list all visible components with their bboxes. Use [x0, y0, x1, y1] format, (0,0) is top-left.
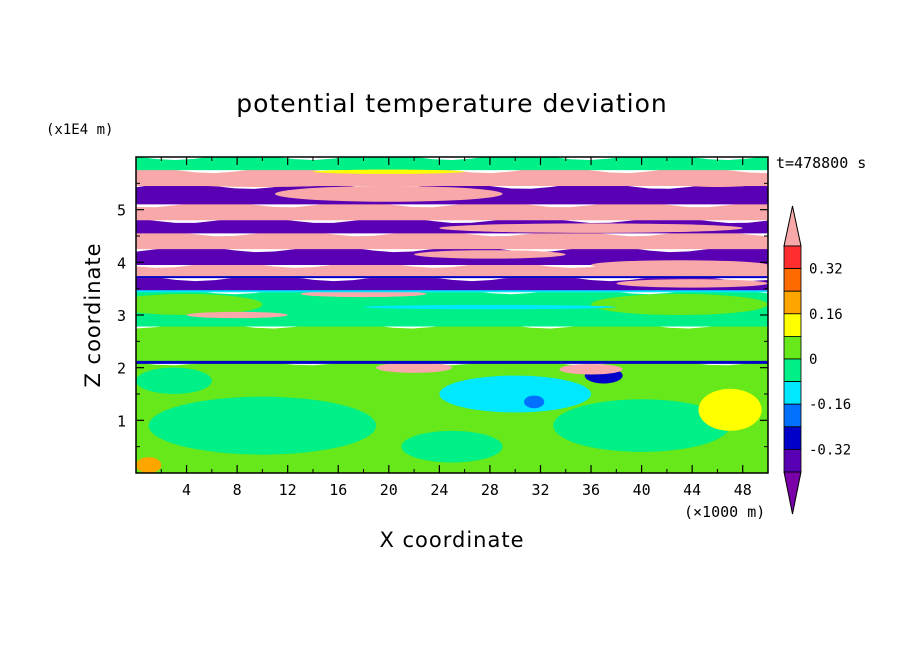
colorbar-segment: [783, 335, 802, 360]
field-patch: [300, 290, 427, 298]
x-axis-title: X coordinate: [379, 528, 524, 552]
chart-title: potential temperature deviation: [236, 89, 667, 118]
colorbar-top-arrow: [783, 205, 802, 247]
field-patch: [553, 399, 731, 452]
field-patch: [136, 367, 212, 395]
x-tick-label: 8: [233, 481, 242, 499]
field-band: [136, 275, 768, 292]
x-tick-label: 32: [531, 481, 549, 499]
colorbar-segment: [783, 313, 802, 337]
y-tick-label: 1: [117, 412, 126, 430]
field-patch: [186, 311, 288, 319]
y-unit-label: (x1E4 m): [46, 122, 113, 138]
x-tick-label: 40: [633, 481, 651, 499]
colorbar-segment: [783, 381, 802, 405]
colorbar-bottom-arrow: [783, 471, 802, 515]
field-band: [136, 157, 768, 171]
colorbar-label: -0.32: [809, 442, 851, 458]
field-patch: [136, 293, 263, 315]
colorbar-segment: [783, 403, 802, 428]
colorbar-label: 0.16: [809, 307, 843, 323]
time-label: t=478800 s: [776, 154, 866, 172]
x-tick-label: 44: [683, 481, 701, 499]
field-patch: [439, 375, 592, 413]
y-axis: 1 2 3 4 5: [117, 182, 768, 448]
field-patch: [666, 174, 768, 188]
field-patch: [616, 279, 768, 288]
plot-area: [136, 157, 768, 473]
field-patch: [376, 362, 452, 373]
y-tick-label: 5: [117, 202, 126, 220]
field-patch: [363, 304, 617, 310]
field-patch: [136, 457, 162, 473]
field-patch: [312, 169, 465, 174]
colorbar-segment: [783, 358, 802, 383]
y-axis-title: Z coordinate: [81, 242, 105, 387]
x-tick-label: 28: [481, 481, 499, 499]
field-band: [136, 322, 768, 363]
field-patch: [414, 250, 566, 259]
field-patch: [401, 430, 503, 463]
colorbar: 0.32 0.16 0 -0.16 -0.32: [783, 205, 851, 515]
colorbar-label: -0.16: [809, 397, 851, 413]
colorbar-segment: [783, 268, 802, 292]
y-tick-label: 2: [117, 360, 126, 378]
field-patch: [275, 185, 503, 202]
colorbar-segment: [783, 448, 802, 473]
field-patch: [698, 388, 762, 431]
x-tick-label: 12: [279, 481, 297, 499]
x-tick-label: 16: [329, 481, 347, 499]
colorbar-segment: [783, 426, 802, 450]
colorbar-segment: [783, 290, 802, 315]
field-patch: [524, 395, 545, 409]
x-tick-label: 24: [430, 481, 448, 499]
colorbar-label: 0.32: [809, 262, 843, 278]
x-tick-label: 4: [182, 481, 191, 499]
field-patch: [439, 223, 743, 233]
field-patch: [591, 293, 768, 315]
y-tick-label: 3: [117, 307, 126, 325]
x-tick-label: 48: [734, 481, 752, 499]
y-tick-label: 4: [117, 254, 126, 272]
field-patch: [591, 260, 768, 270]
x-axis: 4 8 12 16 20 24 28 32 36 40 44 48: [160, 157, 752, 499]
field-patch: [559, 363, 623, 375]
x-tick-label: 36: [582, 481, 600, 499]
x-unit-label: (×1000 m): [684, 503, 765, 521]
field-band: [136, 201, 768, 221]
field-band: [136, 230, 768, 250]
x-tick-label: 20: [380, 481, 398, 499]
colorbar-label: 0: [809, 352, 817, 368]
field-patch: [148, 396, 377, 455]
colorbar-segment: [783, 245, 802, 270]
field-patch: [161, 174, 364, 188]
